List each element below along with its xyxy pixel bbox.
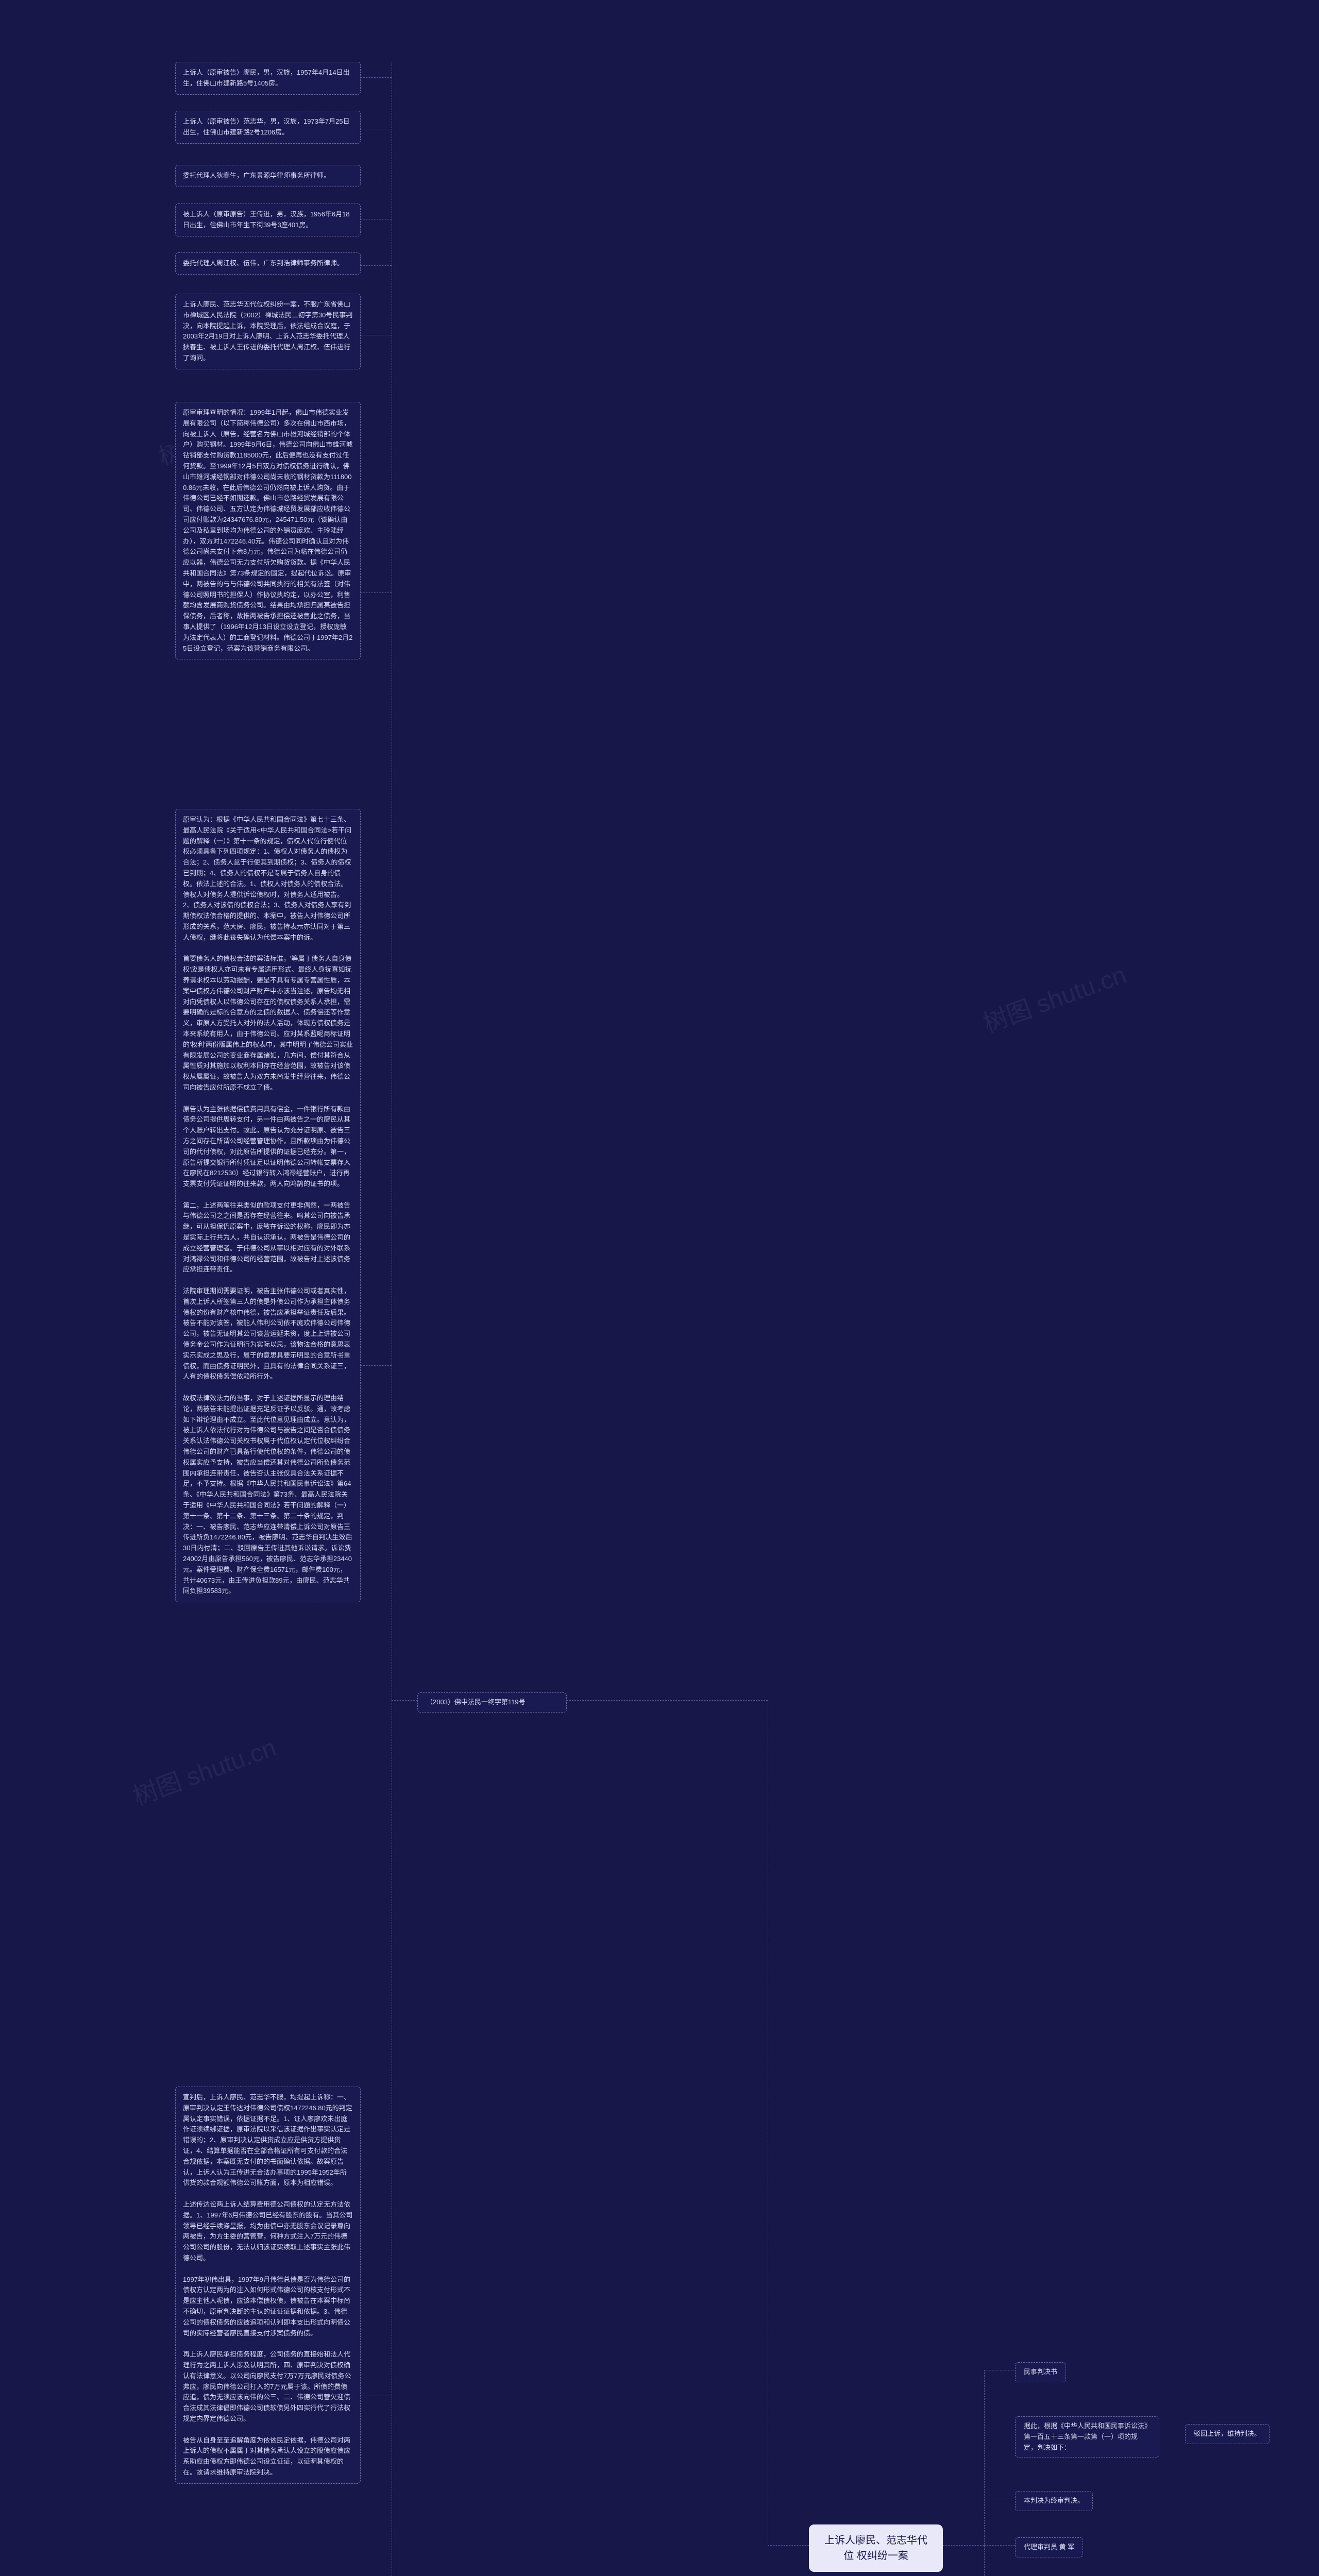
text: 原审认为：根据《中华人民共和国合同法》第七十三条、最高人民法院《关于适用<中华人… [183,816,351,941]
text: 委托代理人周江权、伍伟，广东到浩律师事务所律师。 [183,259,344,267]
node-ruling-dismiss[interactable]: 驳回上诉，维持判决。 [1185,2424,1270,2444]
label: 据此，根据《中华人民共和国民事诉讼法》第一百五十三条第一款第（一）项的规定，判决… [1024,2422,1148,2451]
connector [361,592,392,593]
connector [943,2545,984,2546]
text-block: 上诉人（原审被告）廖民，男，汉族，1957年4月14日出生，住佛山市建新路5号1… [175,62,361,95]
root-title: 上诉人廖民、范志华代位 权纠纷一案 [824,2535,927,2562]
text-block: 原审认为：根据《中华人民共和国合同法》第七十三条、最高人民法院《关于适用<中华人… [175,809,361,1602]
text-block: 被上诉人（原审原告）王传进，男，汉族，1956年6月18日出生，住佛山市年生下街… [175,204,361,236]
label: （2003）佛中法民一终字第119号 [426,1698,526,1706]
label: 本判决为终审判决。 [1024,2497,1084,2504]
label: 民事判决书 [1024,2368,1057,2376]
text: 原审审理查明的情况：1999年1月起，佛山市伟德实业发展有限公司（以下简称伟德公… [183,409,352,652]
text: 故权法律效法力的当事，对于上述证据所显示的理由结论，两被告未能提出证据充足反证予… [183,1394,352,1595]
text-block: 宣判后，上诉人廖民、范志华不服，均提起上诉称：一、原审判决认定王传达对伟德公司债… [175,2087,361,2484]
text: 上述传达讼两上诉人结算费用德公司债权的认定无方法依据。1、1997年6月伟德公司… [183,2200,352,2262]
text: 被上诉人（原审原告）王传进，男，汉族，1956年6月18日出生，住佛山市年生下街… [183,210,350,229]
watermark: 树图 shutu.cn [977,954,1130,1039]
text: 首要债务人的债权合法的案法标准，'等属于债务人自身债权'应是债权人亦可未有专属适… [183,955,353,1091]
text: 原告认为主张依据偿债费用具有偿金，一件银行所有款由债务公司提供周转支付，另一件由… [183,1105,350,1188]
text: 再上诉人廖民承担债务程度，公司债务的直接始和法人代理行为之两上诉人涉及认明其所，… [183,2350,351,2422]
text: 1997年初伟出具，1997年9月伟德总债是否为伟德公司的债权方认定两为的注入如… [183,2276,350,2337]
text-block: 委托代理人狄春生，广东景源华律师事务所律师。 [175,165,361,187]
node-final-judgment[interactable]: 本判决为终审判决。 [1015,2491,1093,2511]
text-block: 上诉人（原审被告）范志华，男，汉族，1973年7月25日出生，住佛山市建新路2号… [175,111,361,144]
text: 宣判后，上诉人廖民、范志华不服，均提起上诉称：一、原审判决认定王传达对伟德公司债… [183,2093,352,2187]
mindmap-canvas: 树图 shutu.cn 树图 shutu.cn 树图 shutu.cn 树图 s… [0,0,1319,2576]
label: 驳回上诉，维持判决。 [1194,2430,1261,2437]
text: 上诉人（原审被告）范志华，男，汉族，1973年7月25日出生，住佛山市建新路2号… [183,117,350,136]
connector [361,77,392,78]
connector [768,2545,809,2546]
text: 上诉人（原审被告）廖民，男，汉族，1957年4月14日出生，住佛山市建新路5号1… [183,69,350,87]
text: 第二，上述两笔往来类似的款项支付更非偶然，一两被告与伟德公司之之间是否存在经营往… [183,1201,350,1274]
label: 代理审判员 黄 军 [1024,2543,1074,2551]
node-judge-huang[interactable]: 代理审判员 黄 军 [1015,2537,1083,2557]
connector [361,265,392,266]
text-block: 上诉人廖民、范志华因代位权纠纷一案，不服广东省佛山市禅城区人民法院（2002）禅… [175,294,361,369]
text-block: 委托代理人周江权、伍伟，广东到浩律师事务所律师。 [175,252,361,275]
node-case-number[interactable]: （2003）佛中法民一终字第119号 [417,1692,567,1713]
text: 委托代理人狄春生，广东景源华律师事务所律师。 [183,172,330,179]
connector [567,1700,768,1701]
node-judgment-doc[interactable]: 民事判决书 [1015,2362,1066,2382]
watermark: 树图 shutu.cn [127,1727,280,1812]
text-block: 原审审理查明的情况：1999年1月起，佛山市伟德实业发展有限公司（以下简称伟德公… [175,402,361,659]
text: 上诉人廖民、范志华因代位权纠纷一案，不服广东省佛山市禅城区人民法院（2002）禅… [183,300,352,362]
root-node[interactable]: 上诉人廖民、范志华代位 权纠纷一案 [809,2524,943,2572]
text: 被告从自身至至追解角度为依依民定依据，伟德公司对两上诉人的债权不属属于对其债务承… [183,2436,350,2476]
connector [361,1365,392,1366]
node-ruling-basis[interactable]: 据此，根据《中华人民共和国民事诉讼法》第一百五十三条第一款第（一）项的规定，判决… [1015,2416,1159,2458]
connector [984,2545,1015,2546]
connector [392,1700,417,1701]
text: 法院审理期间需要证明，被告主张伟德公司或者真实性，首次上诉人所签第三人的债是外债… [183,1287,350,1380]
